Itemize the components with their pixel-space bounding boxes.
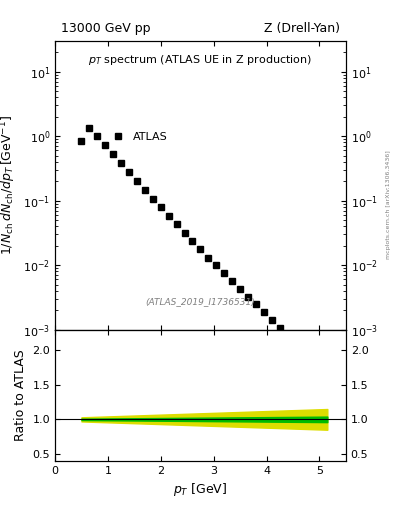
ATLAS [135,178,140,184]
ATLAS [174,221,179,227]
ATLAS [182,229,187,236]
ATLAS [246,294,250,300]
Text: mcplots.cern.ch [arXiv:1306.3436]: mcplots.cern.ch [arXiv:1306.3436] [386,151,391,259]
ATLAS [270,317,274,323]
Text: (ATLAS_2019_I1736531): (ATLAS_2019_I1736531) [145,297,255,307]
ATLAS [293,341,298,347]
Y-axis label: Ratio to ATLAS: Ratio to ATLAS [14,349,27,441]
ATLAS [103,142,108,148]
ATLAS [214,262,219,268]
ATLAS [190,238,195,244]
ATLAS [230,279,235,285]
ATLAS [87,125,92,131]
Text: Z (Drell-Yan): Z (Drell-Yan) [264,22,340,35]
ATLAS [222,270,227,276]
ATLAS [127,169,131,175]
ATLAS [166,213,171,219]
ATLAS [261,309,266,315]
Legend: ATLAS: ATLAS [103,127,172,146]
X-axis label: $p_T$ [GeV]: $p_T$ [GeV] [173,481,228,498]
ATLAS [277,325,282,331]
Y-axis label: $1/N_\mathrm{ch}\,dN_\mathrm{ch}/dp_T\,[\mathrm{GeV}^{-1}]$: $1/N_\mathrm{ch}\,dN_\mathrm{ch}/dp_T\,[… [0,115,18,255]
ATLAS [309,355,314,361]
ATLAS [325,369,330,375]
ATLAS [119,160,123,166]
ATLAS [151,196,155,202]
ATLAS [79,138,84,144]
ATLAS [158,204,163,210]
ATLAS [238,286,242,292]
ATLAS [301,348,306,354]
Text: 13000 GeV pp: 13000 GeV pp [61,22,151,35]
Line: ATLAS: ATLAS [79,125,330,375]
ATLAS [206,254,211,261]
ATLAS [95,133,100,139]
ATLAS [253,301,258,307]
ATLAS [198,246,203,252]
ATLAS [143,186,147,193]
ATLAS [285,333,290,339]
ATLAS [317,362,322,368]
ATLAS [111,152,116,158]
Text: $p_T$ spectrum (ATLAS UE in Z production): $p_T$ spectrum (ATLAS UE in Z production… [88,53,312,67]
